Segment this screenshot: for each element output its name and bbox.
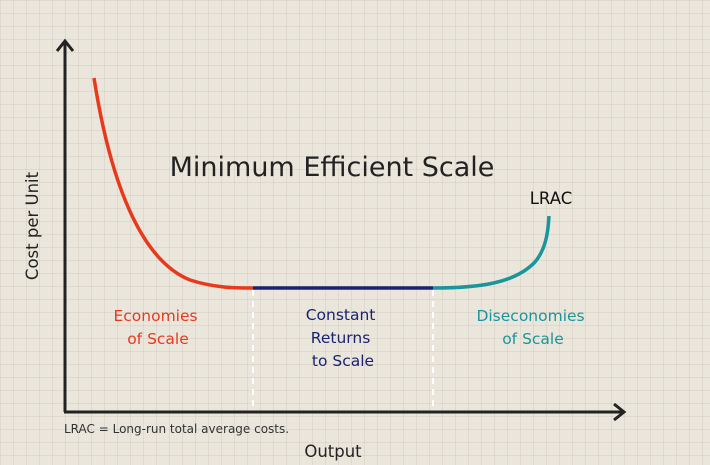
economies-line-2: of Scale (127, 330, 189, 348)
lrac-diseconomies-segment (432, 215, 551, 290)
constant-line-1: Constant (306, 306, 376, 324)
economies-line-1: Economies (113, 307, 197, 325)
diseconomies-line-1: Diseconomies (476, 307, 584, 325)
footnote: LRAC = Long-run total average costs. (64, 422, 289, 436)
diseconomies-line-2: of Scale (502, 330, 564, 348)
economies-label: Economies of Scale (113, 307, 202, 348)
constant-line-2: Returns (311, 329, 371, 347)
diseconomies-label: Diseconomies of Scale (476, 307, 589, 348)
y-axis-label: Cost per Unit (23, 171, 42, 280)
y-axis-arrow-icon (55, 38, 75, 52)
chart-title: Minimum Efficient Scale (170, 152, 495, 183)
lrac-label: LRAC (530, 189, 573, 208)
lrac-economies-segment (92, 77, 254, 290)
x-axis-label: Output (304, 442, 362, 461)
constant-returns-label: Constant Returns to Scale (306, 306, 381, 370)
constant-line-3: to Scale (312, 352, 374, 370)
x-axis-arrow-icon (613, 402, 627, 422)
